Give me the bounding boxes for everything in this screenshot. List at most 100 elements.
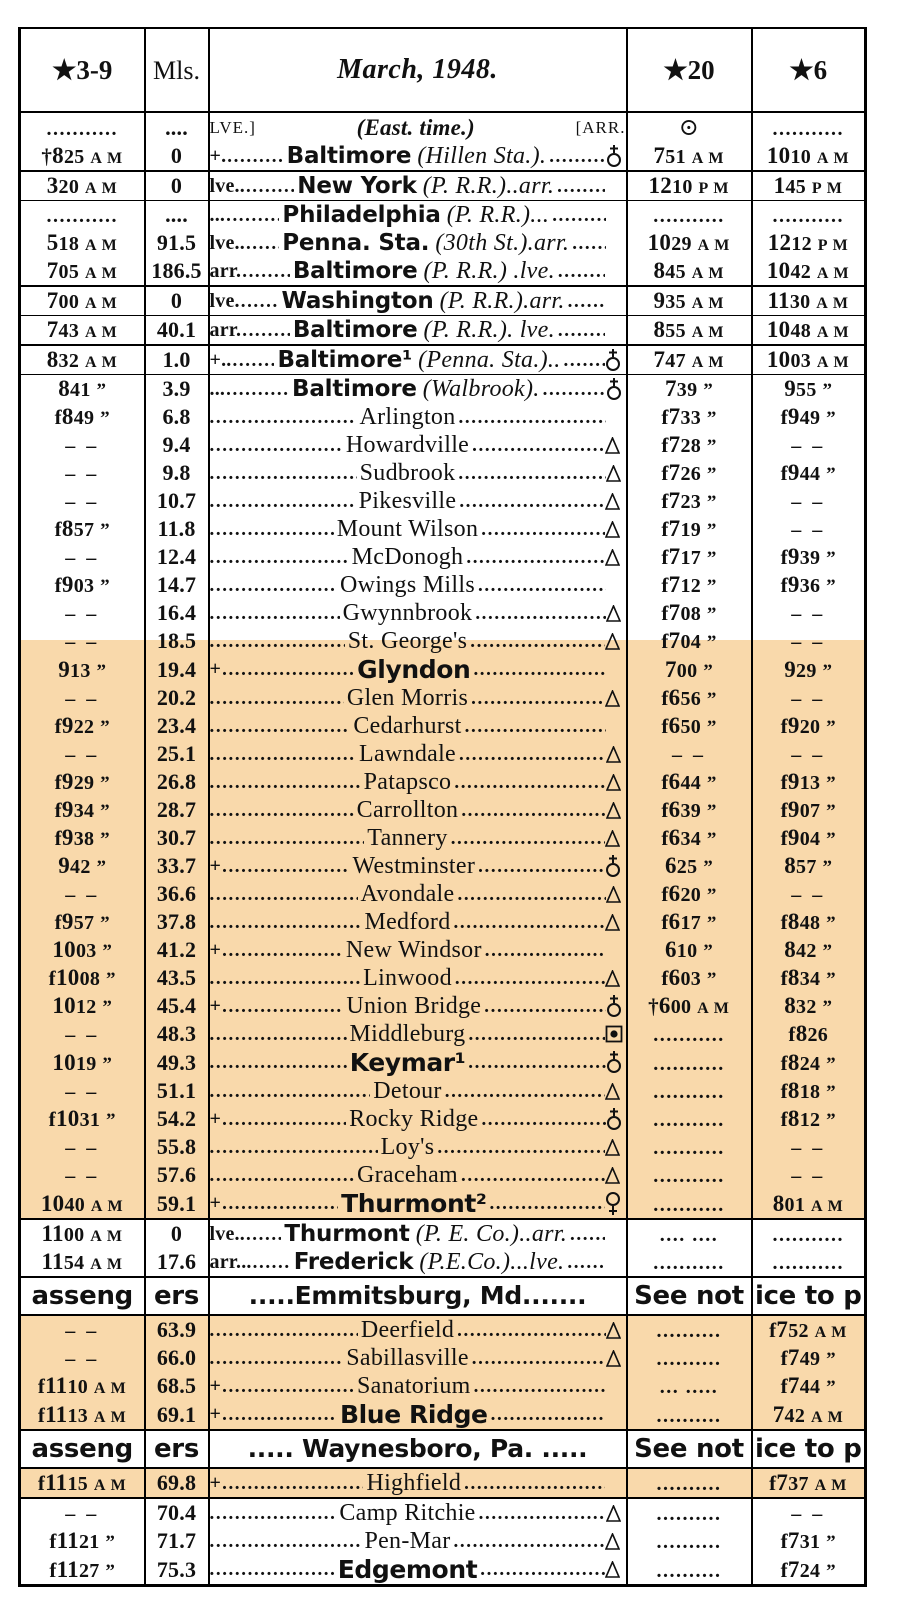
no-service-dots: ........... xyxy=(46,117,118,140)
cell-train-6: f812 ” xyxy=(751,1105,867,1133)
table-row: – – 9.4..................................… xyxy=(18,431,867,459)
station-name: Arlington xyxy=(359,403,456,430)
no-stop-dash: – – xyxy=(791,1137,826,1159)
cell-station: +.......................................… xyxy=(208,1105,628,1133)
station-name: St. George's xyxy=(347,627,468,654)
leader-dots-right: ........................................ xyxy=(567,291,606,311)
header-month-label: March, 1948. xyxy=(337,54,498,85)
header-train-20: ★20 xyxy=(626,27,753,113)
cell-train-6: f936 ” xyxy=(751,571,867,599)
cell-miles: 9.4 xyxy=(144,431,210,459)
table-row: – – 51.1.................................… xyxy=(18,1077,867,1105)
leader-dots-left: ........................................ xyxy=(209,603,340,623)
station-symbol xyxy=(605,801,625,819)
station-name: Patapsco xyxy=(363,768,452,795)
station-symbol xyxy=(606,994,625,1019)
notice-col5: ice to p xyxy=(751,1430,867,1469)
cell-station: ........................................… xyxy=(208,1315,628,1344)
cell-station: ........................................… xyxy=(208,1077,628,1105)
station-name: Avondale xyxy=(360,880,455,907)
station-name: Lawndale xyxy=(358,740,457,767)
cell-train-3-9: 1154 A M xyxy=(18,1248,146,1278)
cell-train-6: 145 P M xyxy=(751,171,867,201)
station-name: Glyndon xyxy=(357,655,471,684)
cell-train-20: f704 ” xyxy=(626,627,753,655)
cell-train-20: f728 ” xyxy=(626,431,753,459)
timetable: ★3-9 Mls. March, 1948. ★20 ★6 ..........… xyxy=(18,27,867,1587)
cell-train-6: f752 A M xyxy=(751,1315,867,1344)
cell-train-6: f744 ” xyxy=(751,1372,867,1400)
leader-dots-left: ........................................ xyxy=(209,716,351,736)
cell-train-3-9: – – xyxy=(18,627,146,655)
header-miles-label: Mls. xyxy=(153,55,200,85)
cell-train-20: 625 ” xyxy=(626,852,753,880)
cell-station: LVE.] (East. time.) [ARR. xyxy=(208,112,628,142)
cell-station: ........................................… xyxy=(208,1527,628,1555)
leader-dots-left: ........................................ xyxy=(222,996,344,1016)
cell-miles: 18.5 xyxy=(144,627,210,655)
cell-train-6: f907 ” xyxy=(751,796,867,824)
cell-station: ........................................… xyxy=(208,796,628,824)
cell-train-6: f737 A M xyxy=(751,1468,867,1499)
cell-train-3-9: – – xyxy=(18,543,146,571)
leader-dots-right: ........................................ xyxy=(472,435,606,455)
cell-train-20: f717 ” xyxy=(626,543,753,571)
cell-train-6: 1003 A M xyxy=(751,345,867,375)
leader-dots-left: ........................................ xyxy=(209,1348,344,1368)
leader-dots-right: ........................................ xyxy=(464,716,606,736)
cell-miles: 55.8 xyxy=(144,1133,210,1161)
leader-dots-left: ........................................ xyxy=(226,205,279,225)
cell-train-20: ........... xyxy=(626,1189,753,1220)
header-train-3-9-label: ★3-9 xyxy=(52,54,113,85)
cell-train-6: – – xyxy=(751,599,867,627)
leader-dots-right: ........................................ xyxy=(453,1531,606,1551)
cell-train-20: 751 A M xyxy=(626,142,753,172)
station-symbol xyxy=(605,1561,624,1578)
cell-train-3-9: – – xyxy=(18,1315,146,1344)
cell-train-20: 845 A M xyxy=(626,257,753,287)
cell-train-6: f949 ” xyxy=(751,403,867,431)
table-row: f922 ”23.4..............................… xyxy=(18,712,867,740)
no-stop-dash: – – xyxy=(791,631,826,653)
cell-train-6: f826 xyxy=(751,1020,867,1048)
header-month: March, 1948. xyxy=(208,27,628,113)
cell-train-20: f620 ” xyxy=(626,880,753,908)
leader-dots-left: ........................................ xyxy=(209,744,356,764)
flag-stop-triangle-icon xyxy=(605,1082,621,1100)
station-lead: + xyxy=(209,994,222,1017)
cell-train-6: f904 ” xyxy=(751,824,867,852)
cell-train-20: †600 A M xyxy=(626,992,753,1020)
cell-train-3-9: – – xyxy=(18,740,146,768)
leader-dots-left: ........................................ xyxy=(222,940,343,960)
cell-station: ........................................… xyxy=(208,403,628,431)
cell-train-20: 700 ” xyxy=(626,655,753,684)
no-service-dots: ........... xyxy=(772,205,844,227)
cell-train-6: ........... xyxy=(751,200,867,229)
station-symbol xyxy=(605,773,625,791)
station-lead: + xyxy=(209,1471,222,1494)
cell-train-6: – – xyxy=(751,487,867,515)
table-row: – – 48.3.................................… xyxy=(18,1020,867,1048)
station-name: Rocky Ridge xyxy=(349,1105,479,1132)
cell-train-20: .......... xyxy=(626,1315,753,1344)
leader-dots-right: ........................................ xyxy=(542,379,606,399)
cell-miles: 57.6 xyxy=(144,1161,210,1189)
notice-miles: ers xyxy=(144,1430,210,1469)
cell-train-20: ........... xyxy=(626,1105,753,1133)
leader-dots-left: ........................................ xyxy=(209,575,338,595)
cell-station: ........................................… xyxy=(208,599,628,627)
cell-station: ........................................… xyxy=(208,459,628,487)
cell-train-3-9: 320 A M xyxy=(18,171,146,201)
cell-miles: 14.7 xyxy=(144,571,210,599)
no-service-dots: .......... xyxy=(656,1559,722,1582)
cell-train-6: f939 ” xyxy=(751,543,867,571)
leader-dots-left: ........................................ xyxy=(242,261,290,281)
cell-miles: 37.8 xyxy=(144,908,210,936)
notice-row: asseng ers..... Waynesboro, Pa. ..... See … xyxy=(18,1430,867,1469)
cell-train-3-9: – – xyxy=(18,599,146,627)
table-row: 832 A M1.0+.............................… xyxy=(18,345,867,375)
cell-train-20: .......... xyxy=(626,1400,753,1431)
table-row: 320 A M0lve.............................… xyxy=(18,171,867,201)
leader-dots-right: ........................................ xyxy=(475,603,605,623)
cell-miles: 41.2 xyxy=(144,936,210,964)
